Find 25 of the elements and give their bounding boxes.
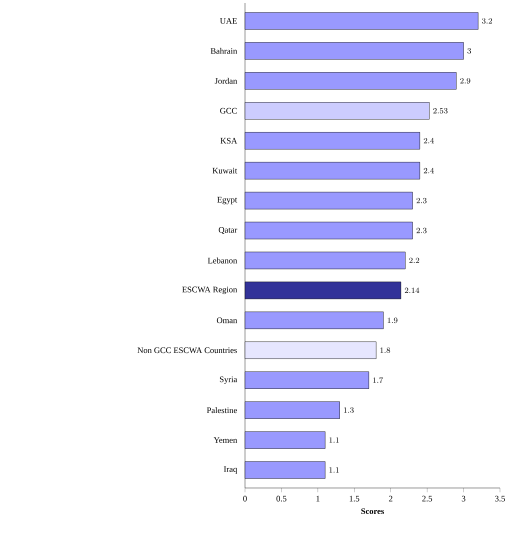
y-tick-label: ESCWA Region bbox=[182, 286, 238, 294]
y-tick-label: Iraq bbox=[224, 466, 238, 474]
y-tick-label: Kuwait bbox=[212, 168, 238, 174]
y-tick-label: Bahrain bbox=[210, 48, 238, 54]
x-tick-label: 2.5 bbox=[422, 496, 432, 502]
y-tick-label: Jordan bbox=[214, 78, 238, 84]
x-tick-label: 0.5 bbox=[276, 496, 286, 502]
y-tick-label: KSA bbox=[220, 138, 238, 144]
x-tick-label: 0 bbox=[243, 496, 247, 502]
y-tick-label: Syria bbox=[220, 376, 238, 384]
x-axis-title: Scores bbox=[361, 508, 384, 514]
y-tick-label: Egypt bbox=[217, 196, 238, 204]
x-tick-label: 2 bbox=[388, 496, 392, 502]
y-tick-label: Qatar bbox=[218, 227, 238, 234]
x-tick-label: 3.5 bbox=[495, 496, 505, 502]
x-tick-label: 1.5 bbox=[350, 496, 360, 502]
y-tick-label: Non GCC ESCWA Countries bbox=[138, 347, 237, 354]
x-tick-label: 1 bbox=[316, 496, 320, 502]
x-tick-label: 3 bbox=[462, 496, 466, 502]
y-tick-label: Lebanon bbox=[208, 257, 238, 264]
y-tick-label: Yemen bbox=[214, 437, 238, 443]
y-tick-label: GCC bbox=[220, 108, 237, 114]
y-tick-label: Palestine bbox=[206, 407, 237, 414]
y-tick-label: Oman bbox=[216, 317, 238, 324]
y-tick-label: UAE bbox=[220, 18, 237, 24]
